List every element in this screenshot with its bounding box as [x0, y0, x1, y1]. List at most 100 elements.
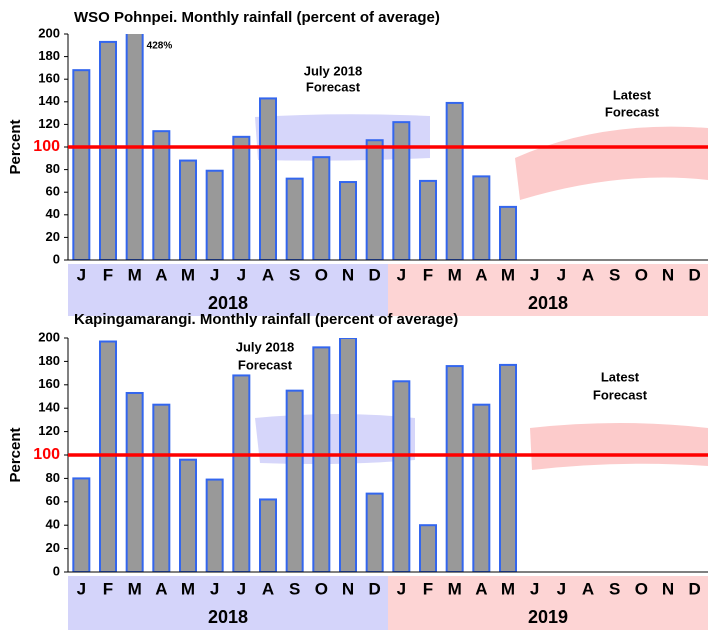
- y-tick-label: 160: [38, 376, 60, 391]
- y-tick-label: 80: [46, 470, 60, 485]
- y-tick-label: 140: [38, 93, 60, 108]
- bar: [99, 340, 117, 572]
- forecast-band: [255, 114, 430, 161]
- x-tick-label: S: [289, 579, 300, 598]
- x-tick-label: J: [210, 579, 219, 598]
- bar: [179, 159, 197, 260]
- bar: [445, 365, 464, 572]
- bar: [499, 363, 517, 572]
- x-tick-label: N: [342, 579, 354, 598]
- x-tick-label: O: [635, 579, 648, 598]
- y-tick-label: 120: [38, 116, 60, 131]
- year-band: [388, 576, 708, 630]
- bar: [125, 34, 144, 260]
- year-band: [388, 264, 708, 316]
- annotation: Forecast: [238, 357, 293, 372]
- bar: [259, 498, 277, 572]
- bar: [499, 205, 517, 260]
- x-tick-label: M: [448, 579, 462, 598]
- year-band: [68, 264, 388, 316]
- x-tick-label: S: [609, 265, 620, 284]
- annotation: Forecast: [605, 104, 660, 119]
- y-axis-label: Percent: [7, 119, 24, 174]
- value-label: 428%: [147, 41, 173, 52]
- y-tick-label: 180: [38, 353, 60, 368]
- y-axis-label: Percent: [7, 427, 24, 482]
- y-tick-label: 40: [46, 517, 60, 532]
- y-tick-label: 180: [38, 48, 60, 63]
- bar: [232, 374, 251, 572]
- bar: [419, 179, 437, 260]
- bar: [392, 380, 411, 572]
- x-tick-label: M: [181, 265, 195, 284]
- x-tick-label: A: [475, 579, 487, 598]
- x-tick-label: A: [262, 265, 274, 284]
- y-tick-label: 100: [33, 138, 60, 155]
- x-tick-label: D: [689, 579, 701, 598]
- x-tick-label: M: [128, 579, 142, 598]
- x-tick-label: M: [501, 265, 515, 284]
- y-tick-label: 0: [53, 251, 60, 266]
- bar: [365, 492, 384, 572]
- x-tick-label: M: [181, 579, 195, 598]
- bar: [312, 346, 331, 572]
- y-tick-label: 40: [46, 206, 60, 221]
- y-tick-label: 20: [46, 229, 60, 244]
- x-tick-label: S: [289, 265, 300, 284]
- x-tick-label: D: [369, 265, 381, 284]
- bar: [99, 40, 117, 260]
- x-tick-label: J: [237, 579, 246, 598]
- x-tick-label: J: [77, 265, 86, 284]
- x-tick-label: J: [530, 579, 539, 598]
- x-tick-label: N: [342, 265, 354, 284]
- x-tick-label: O: [315, 265, 328, 284]
- bar: [125, 391, 144, 572]
- chart-title: WSO Pohnpei. Monthly rainfall (percent o…: [74, 9, 440, 26]
- x-tick-label: N: [662, 579, 674, 598]
- y-tick-label: 20: [46, 540, 60, 555]
- annotation: July 2018: [304, 63, 363, 78]
- annotation: Latest: [601, 369, 640, 384]
- y-tick-label: 60: [46, 184, 60, 199]
- bar: [179, 458, 197, 572]
- bar: [259, 97, 277, 260]
- y-tick-label: 100: [33, 446, 60, 463]
- x-tick-label: M: [128, 265, 142, 284]
- x-tick-label: F: [423, 579, 433, 598]
- bar: [419, 524, 437, 572]
- x-tick-label: O: [315, 579, 328, 598]
- y-tick-label: 120: [38, 423, 60, 438]
- annotation: July 2018: [236, 339, 295, 354]
- forecast-band: [530, 423, 708, 470]
- bar: [152, 130, 171, 260]
- annotation: Latest: [613, 87, 652, 102]
- bar: [205, 169, 224, 260]
- x-tick-label: J: [397, 265, 406, 284]
- x-tick-label: F: [103, 579, 113, 598]
- x-tick-label: J: [210, 265, 219, 284]
- bar: [152, 403, 171, 572]
- bar: [285, 389, 304, 572]
- bar: [365, 139, 384, 260]
- y-tick-label: 160: [38, 71, 60, 86]
- y-tick-label: 0: [53, 563, 60, 578]
- x-tick-label: J: [557, 265, 566, 284]
- y-tick-label: 60: [46, 493, 60, 508]
- x-tick-label: D: [369, 579, 381, 598]
- x-tick-label: D: [689, 265, 701, 284]
- y-tick-label: 200: [38, 329, 60, 344]
- bar: [285, 177, 304, 260]
- forecast-band: [515, 126, 708, 200]
- x-tick-label: A: [155, 579, 167, 598]
- bar: [392, 121, 411, 260]
- x-tick-label: F: [423, 265, 433, 284]
- bar: [445, 101, 464, 260]
- y-tick-label: 200: [38, 25, 60, 40]
- x-tick-label: M: [501, 579, 515, 598]
- bar: [339, 181, 357, 260]
- x-tick-label: J: [237, 265, 246, 284]
- bar: [472, 403, 491, 572]
- bar: [472, 175, 491, 260]
- annotation: Forecast: [593, 387, 648, 402]
